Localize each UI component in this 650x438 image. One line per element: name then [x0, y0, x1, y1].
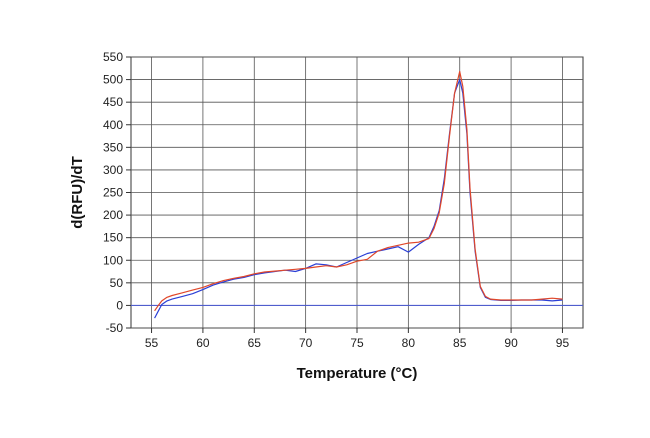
y-tick-label: 150 — [103, 231, 123, 245]
x-tick-label: 60 — [196, 336, 210, 350]
y-tick-label: 300 — [103, 163, 123, 177]
y-axis-title: d(RFU)/dT — [69, 156, 86, 228]
y-tick-label: 200 — [103, 208, 123, 222]
x-axis: 55 60 65 70 75 80 85 90 95 — [145, 328, 570, 350]
y-axis: -50 0 50 100 150 200 250 300 350 400 450 500 550 — [103, 50, 131, 335]
x-tick-label: 80 — [402, 336, 416, 350]
y-tick-label: 250 — [103, 186, 123, 200]
grid — [131, 56, 583, 329]
y-tick-label: 400 — [103, 118, 123, 132]
x-axis-title: Temperature (°C) — [297, 365, 418, 382]
x-tick-label: 95 — [556, 336, 570, 350]
y-tick-label: 0 — [116, 298, 123, 312]
x-tick-label: 85 — [453, 336, 467, 350]
y-tick-label: 450 — [103, 95, 123, 109]
y-tick-label: 500 — [103, 73, 123, 87]
y-tick-label: 100 — [103, 253, 123, 267]
x-tick-label: 75 — [350, 336, 364, 350]
series-line-2 — [154, 70, 563, 312]
y-tick-label: 550 — [103, 50, 123, 64]
x-tick-label: 65 — [248, 336, 262, 350]
x-tick-label: 55 — [145, 336, 159, 350]
y-tick-label: -50 — [106, 321, 124, 335]
y-tick-label: 50 — [110, 276, 124, 290]
x-tick-label: 70 — [299, 336, 313, 350]
x-tick-label: 90 — [504, 336, 518, 350]
y-tick-label: 350 — [103, 140, 123, 154]
series-layer — [154, 70, 563, 319]
